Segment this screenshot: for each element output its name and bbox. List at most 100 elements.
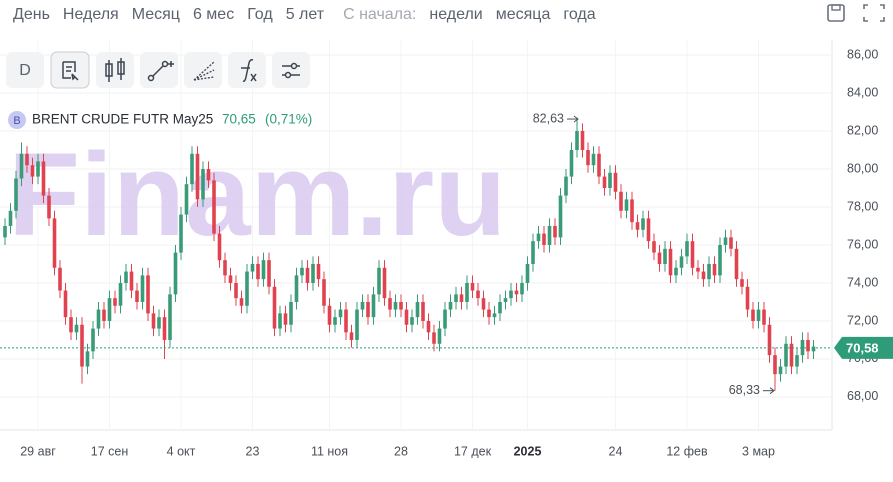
candle-body bbox=[806, 339, 810, 352]
candle-body bbox=[767, 324, 772, 356]
candle-body bbox=[47, 195, 51, 219]
period-item[interactable]: Неделя bbox=[63, 6, 119, 23]
tool-icon bbox=[290, 62, 298, 70]
instrument-header: B BRENT CRUDE FUTR May25 70,65 (0,71%) bbox=[8, 111, 312, 129]
x-tick-label: 24 bbox=[609, 444, 623, 458]
candle-body bbox=[371, 294, 376, 318]
candle-body bbox=[701, 271, 706, 280]
candle-body bbox=[212, 180, 216, 234]
candle-body bbox=[569, 149, 574, 177]
candle-body bbox=[789, 343, 794, 367]
candle-body bbox=[366, 301, 370, 318]
candle-body bbox=[674, 267, 678, 276]
candle-body bbox=[349, 332, 354, 340]
candle-body bbox=[448, 301, 453, 310]
candle-body bbox=[652, 241, 656, 253]
x-tick-label: 3 мар bbox=[742, 444, 775, 458]
candle-body bbox=[388, 298, 392, 310]
candle-body bbox=[630, 199, 634, 223]
candle-body bbox=[542, 233, 546, 245]
instrument-name: BRENT CRUDE FUTR May25 bbox=[32, 112, 213, 127]
candle-body bbox=[531, 241, 535, 264]
candle-body bbox=[712, 263, 717, 276]
tool-button[interactable] bbox=[184, 52, 222, 88]
candle-body bbox=[619, 191, 623, 211]
candle-body bbox=[795, 355, 799, 367]
candle-body bbox=[201, 168, 205, 200]
candle-body bbox=[63, 290, 68, 318]
candle-body bbox=[250, 263, 255, 272]
save-icon[interactable] bbox=[827, 4, 845, 22]
candles: 70,58 82,63 68,33 bbox=[0, 111, 893, 397]
candle-body bbox=[740, 279, 744, 287]
candle-body bbox=[635, 222, 640, 230]
candle-body bbox=[327, 305, 332, 325]
tool-button[interactable] bbox=[96, 52, 134, 88]
tool-button[interactable] bbox=[50, 51, 90, 89]
y-tick-label: 76,00 bbox=[847, 237, 878, 251]
candle-body bbox=[525, 263, 530, 283]
candle-body bbox=[558, 195, 563, 238]
candle-body bbox=[811, 346, 816, 352]
candle-body bbox=[151, 313, 156, 329]
candle-body bbox=[586, 149, 590, 166]
tool-icon bbox=[147, 74, 155, 82]
candle-body bbox=[91, 328, 95, 352]
period-item[interactable]: недели bbox=[429, 6, 482, 23]
tool-buttons: D bbox=[6, 51, 310, 89]
tool-button[interactable] bbox=[272, 52, 310, 88]
y-tick-label: 72,00 bbox=[847, 313, 878, 327]
candle-body bbox=[162, 317, 167, 340]
candle-body bbox=[613, 172, 618, 192]
tool-icon bbox=[241, 59, 257, 82]
candle-body bbox=[459, 294, 464, 302]
period-item[interactable]: года bbox=[563, 6, 595, 23]
candle-body bbox=[580, 130, 585, 150]
candle-body bbox=[751, 309, 755, 321]
fullscreen-icon[interactable] bbox=[863, 4, 885, 22]
candle-body bbox=[300, 267, 304, 276]
candle-body bbox=[773, 355, 777, 375]
extreme-label: 82,63 bbox=[533, 111, 564, 125]
period-item[interactable]: Год bbox=[247, 6, 273, 23]
period-item[interactable]: 5 лет bbox=[286, 6, 325, 23]
candle-body bbox=[19, 153, 24, 179]
candle-body bbox=[267, 260, 271, 287]
candle-body bbox=[283, 313, 288, 325]
top-icons bbox=[827, 4, 885, 22]
candle-body bbox=[129, 271, 134, 291]
tool-icon bbox=[105, 58, 125, 82]
candle-body bbox=[355, 309, 359, 340]
candle-body bbox=[344, 309, 348, 333]
candle-body bbox=[729, 237, 733, 249]
candle-body bbox=[608, 172, 612, 188]
watermark: Finam.ru bbox=[8, 129, 506, 261]
candle-body bbox=[85, 351, 90, 367]
candle-body bbox=[591, 153, 596, 166]
x-tick-label: 12 фев bbox=[666, 444, 708, 458]
candle-body bbox=[102, 309, 106, 321]
candle-body bbox=[228, 275, 233, 283]
period-item[interactable]: День bbox=[13, 6, 50, 23]
candle-body bbox=[124, 271, 128, 283]
candle-body bbox=[190, 153, 194, 185]
candle-body bbox=[278, 313, 282, 329]
extreme-arrow-head bbox=[769, 387, 775, 395]
candle-body bbox=[514, 290, 519, 295]
candle-body bbox=[465, 282, 469, 302]
period-item[interactable]: месяца bbox=[496, 6, 551, 23]
period-item[interactable]: 6 мес bbox=[193, 6, 234, 23]
tool-icon bbox=[193, 61, 215, 81]
candle-body bbox=[173, 252, 178, 295]
candle-body bbox=[800, 339, 805, 356]
candle-body bbox=[547, 225, 552, 245]
candle-body bbox=[498, 301, 502, 314]
tool-button[interactable] bbox=[6, 52, 44, 88]
candle-body bbox=[338, 309, 343, 318]
candle-body bbox=[426, 320, 431, 333]
candle-body bbox=[41, 161, 46, 196]
period-item[interactable]: Месяц bbox=[132, 6, 180, 23]
candle-body bbox=[289, 301, 293, 325]
y-tick-label: 74,00 bbox=[847, 275, 878, 289]
